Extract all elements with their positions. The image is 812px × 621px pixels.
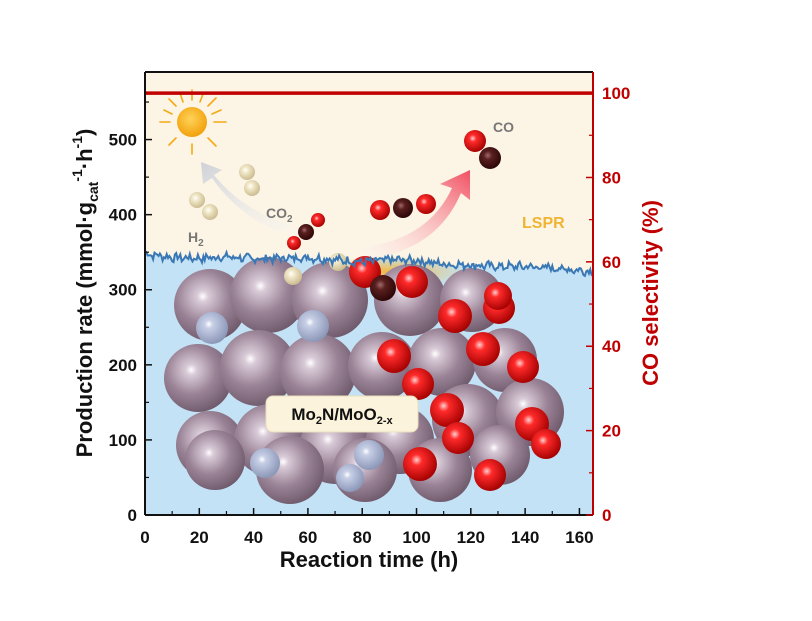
x-tick-label: 120 (457, 528, 485, 547)
y-left-tick-label: 300 (109, 281, 137, 300)
y-left-tick-label: 0 (128, 506, 137, 525)
x-tick-label: 100 (402, 528, 430, 547)
atom-mo (174, 269, 246, 341)
adsorbate-o (484, 282, 512, 310)
atom-o (403, 447, 437, 481)
y-left-tick-label: 400 (109, 206, 137, 225)
atom-mo (164, 344, 232, 412)
annotation-co2: CO2 (266, 205, 293, 225)
catalyst-illustration (159, 89, 564, 504)
atom-o (377, 339, 411, 373)
atom-o (402, 368, 434, 400)
y-right-tick-label: 100 (602, 84, 630, 103)
x-tick-label: 20 (190, 528, 209, 547)
x-axis-title: Reaction time (h) (280, 547, 458, 572)
annotation-co: CO (493, 119, 514, 135)
y-left-tick-label: 500 (109, 131, 137, 150)
x-tick-label: 0 (140, 528, 149, 547)
y-left-ticks: 0 100 200 300 400 500 (109, 101, 152, 525)
catalyst-label: Mo2N/MoO2-x (265, 395, 419, 433)
x-tick-label: 160 (565, 528, 593, 547)
atom-n (196, 312, 228, 344)
atom-o (442, 422, 474, 454)
y-right-ticks: 0 20 40 60 80 100 (586, 84, 630, 525)
adsorbate-h (284, 267, 302, 285)
y-right-axis-title: CO selectivity (%) (638, 200, 663, 386)
series-production-rate (144, 249, 594, 278)
x-tick-label: 40 (244, 528, 263, 547)
y-right-tick-label: 40 (602, 337, 621, 356)
atom-n (250, 448, 280, 478)
product-arrow (360, 170, 470, 260)
lattice (164, 253, 564, 504)
y-left-axis-title: Production rate (mmol·gcat-1·h-1) (69, 129, 101, 458)
y-right-tick-label: 80 (602, 168, 621, 187)
annotation-h2: H2 (188, 229, 204, 249)
adsorbate-o (396, 266, 428, 298)
atom-mo (185, 430, 245, 490)
y-right-tick-label: 20 (602, 422, 621, 441)
y-left-tick-label: 200 (109, 356, 137, 375)
atom-n (336, 464, 364, 492)
atom-o (474, 459, 506, 491)
atom-n (354, 440, 384, 470)
svg-text:Mo2N/MoO2-x: Mo2N/MoO2-x (291, 405, 393, 427)
atom-o (466, 332, 500, 366)
adsorbate-c (370, 275, 396, 301)
atom-mo (280, 334, 356, 410)
atom-o (507, 351, 539, 383)
y-right-tick-label: 60 (602, 253, 621, 272)
atom-mo (220, 330, 296, 406)
x-ticks: 0 20 40 60 80 100 120 140 160 (140, 508, 594, 547)
atom-o (430, 393, 464, 427)
x-tick-label: 60 (298, 528, 317, 547)
y-right-tick-label: 0 (602, 506, 611, 525)
y-left-tick-label: 100 (109, 431, 137, 450)
x-tick-label: 140 (511, 528, 539, 547)
atom-o (438, 299, 472, 333)
sun-icon (159, 89, 227, 155)
atom-o (531, 429, 561, 459)
x-tick-label: 80 (353, 528, 372, 547)
annotation-lspr: LSPR (522, 215, 565, 232)
atom-n (297, 310, 329, 342)
